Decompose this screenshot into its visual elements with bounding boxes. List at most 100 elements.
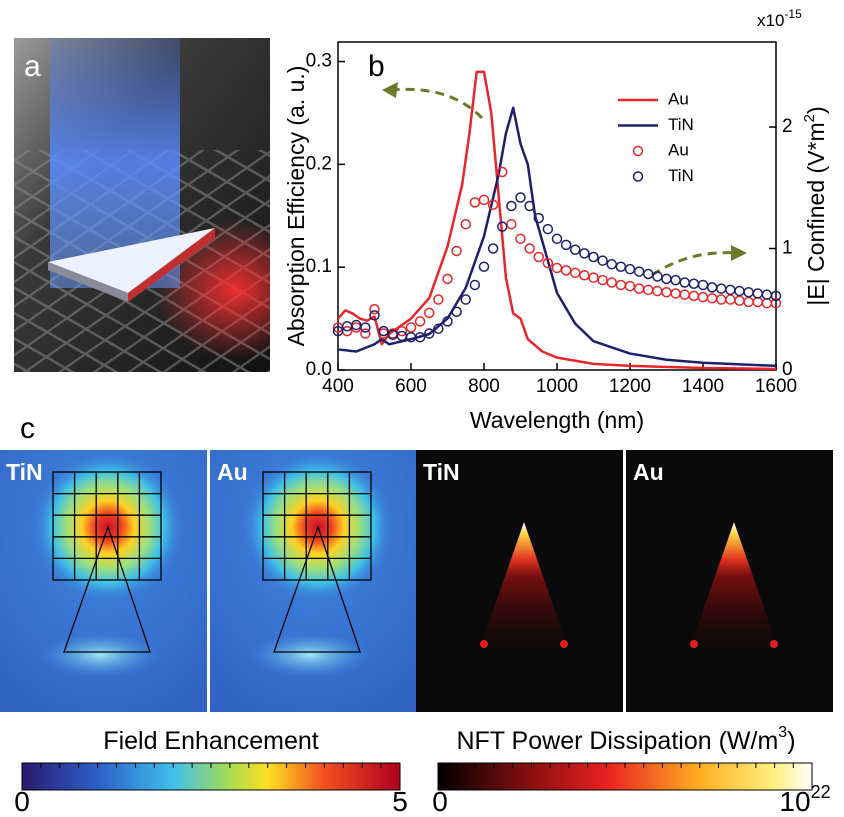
- data-point: [424, 307, 435, 319]
- data-point: [743, 287, 754, 298]
- field-map: [0, 449, 208, 713]
- data-point: [487, 243, 499, 254]
- data-point: [369, 310, 380, 321]
- data-point: [405, 322, 417, 333]
- y-tick-label: 0.1: [306, 256, 332, 277]
- data-point: [360, 322, 371, 333]
- data-point: [734, 285, 745, 297]
- data-point: [624, 280, 636, 292]
- data-point: [606, 277, 617, 288]
- data-point: [679, 277, 690, 288]
- colorbar-title: Field Enhancement: [103, 727, 318, 755]
- data-point: [761, 297, 773, 309]
- data-point: [670, 274, 681, 286]
- data-point: [743, 296, 754, 308]
- data-point: [560, 265, 572, 276]
- x-tick-label: 1000: [536, 376, 578, 397]
- data-point: [615, 279, 627, 291]
- colorbar-min: 0: [432, 786, 448, 817]
- image-label: Au: [217, 459, 248, 485]
- y2-tick-label: 2: [782, 116, 793, 137]
- data-point: [414, 316, 426, 327]
- arrow-head: [382, 82, 398, 98]
- data-point: [752, 288, 763, 299]
- data-point: [661, 273, 672, 285]
- panel-label: b: [368, 50, 385, 83]
- data-point: [624, 263, 636, 275]
- y-tick-label: 0.3: [306, 51, 332, 72]
- image-label: Au: [633, 459, 664, 485]
- x-tick-label: 400: [322, 376, 354, 397]
- data-point: [770, 290, 782, 302]
- label-sup: 2: [801, 114, 818, 122]
- colorbar-ticks: [40, 763, 794, 768]
- field-map: [209, 449, 418, 713]
- data-point: [396, 325, 408, 337]
- legend-marker: [632, 171, 644, 182]
- y2-tick-label: 0: [782, 359, 793, 380]
- data-point: [633, 266, 645, 277]
- data-point: [478, 194, 490, 206]
- legend-label: Au: [668, 89, 689, 108]
- data-point: [697, 291, 709, 303]
- x-tick-label: 1600: [755, 376, 797, 397]
- label-part: ): [787, 727, 795, 755]
- colorbar-max: 1022: [779, 782, 830, 817]
- data-point: [688, 278, 700, 289]
- y-tick-label: 0.2: [306, 153, 332, 174]
- data-point: [643, 284, 654, 296]
- data-point: [570, 244, 581, 255]
- data-point: [679, 289, 690, 300]
- y2-multiplier: x10-15: [757, 7, 802, 30]
- data-point: [460, 294, 471, 305]
- legend-label: Au: [668, 140, 689, 159]
- data-point: [670, 288, 681, 299]
- power-map: [626, 450, 833, 712]
- data-point: [414, 331, 426, 343]
- data-point: [433, 294, 444, 305]
- panel-label: a: [24, 50, 41, 83]
- data-point: [652, 285, 663, 297]
- y2-tick-label: 1: [782, 238, 793, 259]
- arrow: [651, 251, 736, 277]
- data-point: [469, 197, 481, 208]
- label-part: 0: [14, 786, 30, 817]
- data-point: [770, 297, 782, 309]
- panel-label: c: [20, 412, 35, 445]
- data-point: [752, 296, 763, 308]
- image-label: TiN: [6, 459, 43, 485]
- data-point: [506, 200, 517, 212]
- data-point: [761, 289, 773, 300]
- data-point: [570, 267, 581, 279]
- colorbar-title: NFT Power Dissipation (W/m3): [456, 724, 795, 754]
- image-label: TiN: [423, 459, 460, 485]
- data-point: [597, 274, 608, 286]
- data-point: [460, 218, 471, 230]
- colorbar-max: 5: [392, 786, 408, 817]
- x-tick-label: 600: [395, 376, 427, 397]
- data-point: [716, 283, 727, 294]
- label-sup: -15: [784, 7, 802, 21]
- data-point: [615, 261, 627, 272]
- label-part: Field Enhancement: [103, 727, 318, 755]
- x-axis-label: Wavelength (nm): [470, 407, 644, 433]
- data-line: [337, 106, 777, 368]
- data-point: [661, 287, 672, 298]
- data-point: [487, 199, 499, 211]
- data-point: [633, 283, 645, 294]
- data-point: [706, 282, 718, 293]
- plot-frame: [337, 41, 777, 371]
- label-part: x10: [757, 11, 784, 30]
- data-point: [515, 192, 526, 203]
- y-tick-label: 0.0: [306, 359, 332, 380]
- data-point: [332, 325, 344, 337]
- x-tick-label: 1200: [609, 376, 651, 397]
- data-point: [533, 251, 544, 263]
- data-point: [515, 233, 526, 245]
- power-map: [416, 450, 623, 712]
- colorbar-min: 0: [14, 786, 30, 817]
- data-point: [542, 257, 554, 269]
- data-point: [725, 284, 736, 296]
- legend-label: TiN: [668, 115, 694, 134]
